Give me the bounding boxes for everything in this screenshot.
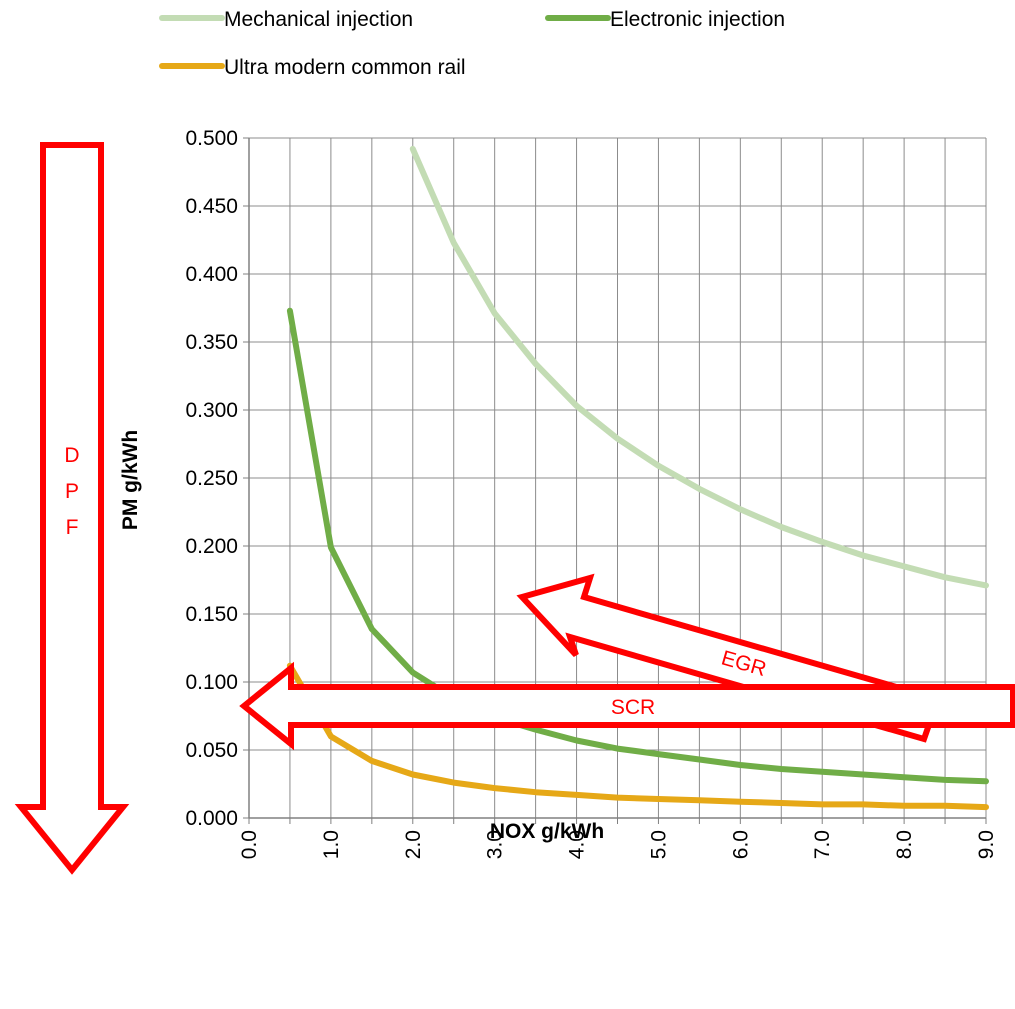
x-tick-label: 1.0 <box>320 830 343 859</box>
y-tick-label: 0.400 <box>185 263 238 286</box>
axes: 0.000 0.050 0.100 0.150 0.200 0.250 0.300 0.350… <box>185 127 998 859</box>
dpf-letter-p: P <box>65 480 79 503</box>
y-tick-label: 0.150 <box>185 603 238 626</box>
legend-label-1: Mechanical injection <box>224 8 413 31</box>
series-line-3 <box>286 662 989 811</box>
y-tick-label: 0.300 <box>185 399 238 422</box>
series-lines <box>286 145 989 811</box>
y-tick-label: 0.200 <box>185 535 238 558</box>
x-axis-label: NOX g/kWh <box>490 820 604 843</box>
x-tick-label: 6.0 <box>729 830 752 859</box>
legend: Mechanical injection Electronic injection… <box>159 8 785 79</box>
y-tick-label: 0.050 <box>185 739 238 762</box>
dpf-arrow: D P F <box>14 142 130 875</box>
scr-label: SCR <box>611 696 655 719</box>
x-tick-label: 0.0 <box>238 830 261 859</box>
legend-label-2: Electronic injection <box>610 8 785 31</box>
x-tick-label: 7.0 <box>811 830 834 859</box>
y-tick-label: 0.000 <box>185 807 238 830</box>
series-line-2 <box>286 307 989 785</box>
y-tick-label: 0.500 <box>185 127 238 150</box>
y-axis-label: PM g/kWh <box>119 430 142 530</box>
legend-label-3: Ultra modern common rail <box>224 56 466 79</box>
dpf-letter-f: F <box>66 516 79 539</box>
scr-arrow: SCR <box>239 661 1015 751</box>
dpf-letter-d: D <box>64 444 79 467</box>
x-tick-label: 5.0 <box>647 830 670 859</box>
y-tick-label: 0.450 <box>185 195 238 218</box>
x-tick-label: 2.0 <box>402 830 425 859</box>
x-tick-label: 9.0 <box>975 830 998 859</box>
y-tick-label: 0.250 <box>185 467 238 490</box>
y-tick-label: 0.350 <box>185 331 238 354</box>
x-tick-label: 3.0 <box>484 830 507 859</box>
x-tick-label: 4.0 <box>566 830 589 859</box>
x-tick-label: 8.0 <box>893 830 916 859</box>
series-line-1 <box>409 145 989 589</box>
y-tick-label: 0.100 <box>185 671 238 694</box>
